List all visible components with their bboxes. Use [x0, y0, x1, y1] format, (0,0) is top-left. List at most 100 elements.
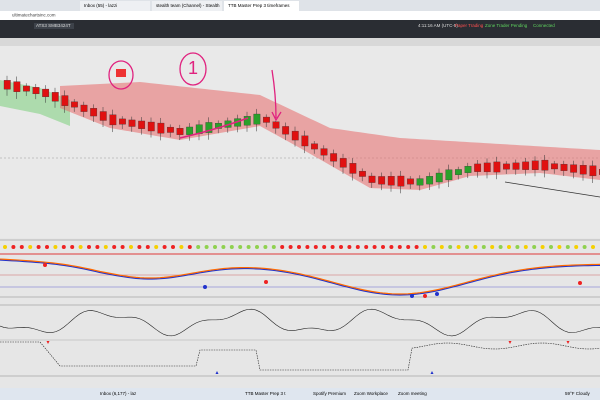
- chart-layer: [0, 75, 600, 374]
- signal-dot: [557, 245, 562, 249]
- signal-dot: [305, 245, 310, 249]
- signal-dot: [95, 245, 100, 249]
- signal-dot: [288, 245, 293, 249]
- trend-line: [504, 181, 600, 198]
- taskbar-item[interactable]: Zoom meeting: [398, 391, 427, 396]
- signal-dot: [28, 245, 33, 249]
- signal-dot: [507, 245, 511, 249]
- signal-dot: [456, 245, 461, 249]
- candle: [109, 114, 117, 126]
- cross-dot: [264, 280, 268, 284]
- candle: [407, 178, 414, 185]
- signal-dot: [423, 245, 427, 249]
- taskbar-item[interactable]: Spotify Premium: [313, 391, 346, 396]
- candle: [570, 164, 578, 173]
- candle: [272, 121, 280, 129]
- taskbar-item[interactable]: TTB Master Prep 3 t: [245, 391, 286, 396]
- signal-dot: [187, 245, 192, 249]
- candle: [531, 160, 539, 170]
- address-bar: [0, 11, 600, 20]
- candle: [90, 108, 98, 117]
- signal-dot: [213, 245, 217, 249]
- annotation-line: [179, 117, 249, 139]
- candle: [560, 163, 568, 171]
- signal-dot: [263, 245, 268, 249]
- signal-dot: [204, 245, 209, 249]
- signal-dot: [19, 245, 24, 249]
- candle: [80, 104, 88, 112]
- candle: [339, 158, 347, 168]
- candle: [186, 126, 194, 135]
- signal-dot: [238, 245, 243, 249]
- signal-dot: [154, 245, 159, 249]
- status: Connected: [533, 23, 555, 28]
- signal-dot: [339, 245, 343, 249]
- candle: [397, 175, 405, 187]
- clock: 4:11:16 AM (UTC-5): [418, 23, 458, 28]
- candle: [503, 163, 510, 170]
- signal-dot: [372, 245, 377, 249]
- candle: [3, 80, 11, 90]
- tab-title[interactable]: TTB Master Prep 3 timeframes: [228, 3, 290, 8]
- signal-dot: [439, 245, 444, 249]
- signal-dot: [129, 245, 133, 249]
- symbol-box[interactable]: [34, 23, 74, 29]
- candle: [349, 163, 357, 174]
- signal-dot: [465, 245, 469, 249]
- candle: [455, 169, 462, 175]
- tab-active[interactable]: [224, 1, 299, 11]
- signal-dot: [490, 245, 495, 249]
- marker: [566, 341, 570, 344]
- signal-dot: [389, 245, 394, 249]
- annotation-arrow: [271, 69, 282, 122]
- signal-dot: [36, 245, 41, 249]
- candle: [445, 169, 453, 181]
- taskbar-item[interactable]: Zoom Workplace: [354, 391, 388, 396]
- signal-line: [0, 259, 600, 296]
- signal-dot: [574, 245, 579, 249]
- cross-dot: [43, 263, 47, 267]
- signal-dot: [532, 245, 537, 249]
- tab[interactable]: [80, 1, 150, 11]
- cross-dot: [423, 294, 427, 298]
- marker: [430, 371, 434, 374]
- tab-title[interactable]: Inbox (55) - lazzi: [84, 3, 117, 8]
- candle: [119, 118, 126, 125]
- signal-dot: [414, 245, 419, 249]
- taskbar-item[interactable]: Inbox (6,177) - laz: [100, 391, 137, 396]
- tab-title[interactable]: stealth team (Channel) - Stealth: [156, 3, 220, 8]
- oscillator: [0, 341, 600, 371]
- signal-dot: [137, 245, 142, 249]
- signal-dot: [78, 245, 83, 249]
- candle: [176, 128, 184, 135]
- annotation-circle: [179, 52, 207, 86]
- candle: [512, 162, 520, 170]
- candle: [138, 120, 146, 129]
- signal-dot: [540, 245, 545, 249]
- candle: [205, 122, 213, 133]
- signal-dot: [330, 245, 335, 249]
- signal-line: [0, 258, 600, 295]
- signal-dot: [481, 245, 486, 249]
- candle: [42, 88, 50, 98]
- weather: 59°F Cloudy: [565, 391, 591, 396]
- url[interactable]: ultimatechartsinc.com: [12, 13, 56, 18]
- signal-dot: [381, 245, 385, 249]
- candle: [416, 178, 424, 186]
- candle: [387, 176, 395, 186]
- signal-dot: [229, 245, 234, 249]
- signal-dot: [271, 245, 276, 249]
- signal-dot: [431, 245, 436, 249]
- candle: [61, 95, 69, 106]
- signal-dot: [364, 245, 369, 249]
- candle: [330, 153, 338, 162]
- signal-dot: [162, 245, 167, 249]
- candle: [579, 165, 587, 175]
- tab[interactable]: [152, 1, 222, 11]
- candle: [589, 165, 597, 177]
- symbol[interactable]: ATS3 SMB3424T: [36, 23, 71, 28]
- candle: [301, 135, 309, 147]
- taskbar: [0, 388, 600, 400]
- signal-dot: [103, 245, 108, 249]
- candle: [23, 85, 30, 92]
